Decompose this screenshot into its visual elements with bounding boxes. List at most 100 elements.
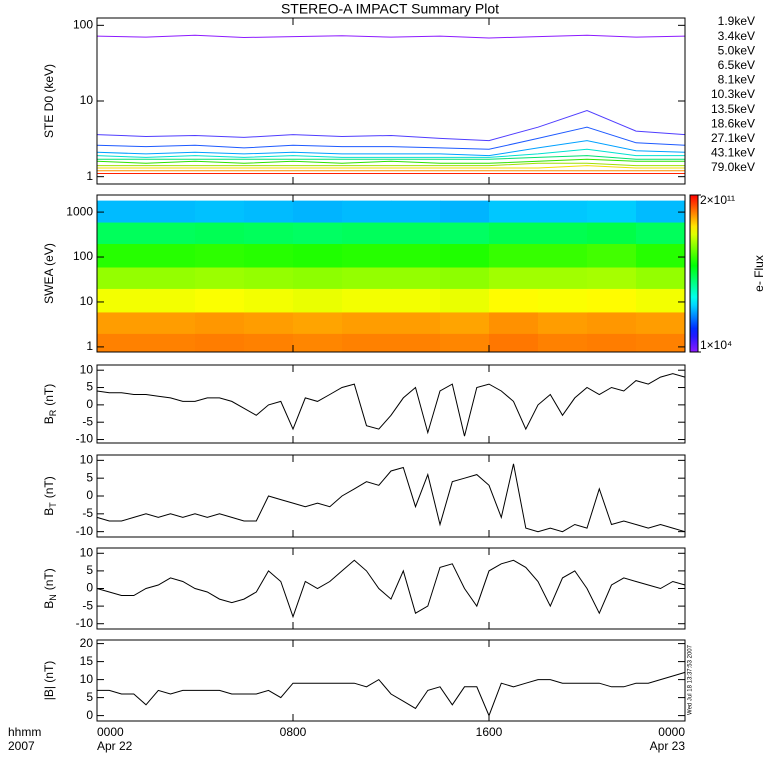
heat-cell <box>146 200 196 223</box>
heat-cell <box>587 266 637 289</box>
x-tick-label: 1600 <box>476 725 503 739</box>
heat-cell <box>293 200 343 223</box>
heat-cell <box>342 222 392 244</box>
heat-cell <box>342 311 392 334</box>
heat-cell <box>342 333 392 353</box>
heat-cell <box>587 243 637 268</box>
data-line <box>96 148 685 158</box>
heat-cell <box>489 288 539 313</box>
heat-cell <box>146 288 196 313</box>
heat-cell <box>587 333 637 353</box>
heat-cell <box>244 333 294 353</box>
data-line <box>97 162 685 167</box>
y-tick-label: 5 <box>86 690 93 704</box>
y-tick-label: -10 <box>76 432 94 446</box>
colorbar <box>689 194 699 353</box>
y-label-unit: (nT) <box>42 476 56 498</box>
legend-entry: 13.5keV <box>711 102 755 116</box>
y-tick-label: 0 <box>86 397 93 411</box>
y-axis-label: BN (nT) <box>42 568 58 609</box>
heat-cell <box>489 243 539 268</box>
heat-cell <box>195 266 245 289</box>
heat-cell <box>636 311 686 334</box>
y-label-sub: N <box>48 594 58 601</box>
y-tick-label: -10 <box>76 524 94 538</box>
heat-cell <box>195 288 245 313</box>
x-date-label: Apr 22 <box>97 739 133 753</box>
heat-cell <box>244 222 294 244</box>
heat-cell <box>538 266 588 289</box>
heat-cell <box>293 243 343 268</box>
data-line <box>96 109 686 142</box>
heat-cell <box>97 288 147 313</box>
panel-frame <box>96 194 686 353</box>
data-line <box>96 463 686 533</box>
data-line <box>97 671 686 717</box>
y-tick-label: 15 <box>80 654 94 668</box>
heat-cell <box>391 311 441 334</box>
heat-cell <box>587 200 637 223</box>
legend-entry: 8.1keV <box>718 73 755 87</box>
heat-cell <box>97 311 147 334</box>
legend-entry: 10.3keV <box>711 87 755 101</box>
heat-cell <box>489 311 539 334</box>
y-label-base: B <box>42 508 56 516</box>
y-tick-label: 20 <box>80 636 94 650</box>
y-label-base: B <box>42 601 56 609</box>
heat-cell <box>244 311 294 334</box>
heat-cell <box>440 222 490 244</box>
y-tick-label: 0 <box>86 708 93 722</box>
heat-cell <box>391 266 441 289</box>
legend-entry: 3.4keV <box>718 29 755 43</box>
y-label-unit: (nT) <box>42 384 56 406</box>
heat-cell <box>342 243 392 268</box>
heat-cell <box>293 311 343 334</box>
heat-cell <box>293 222 343 244</box>
heat-cell <box>587 311 637 334</box>
y-tick-label: -5 <box>82 598 93 612</box>
heat-cell <box>440 288 490 313</box>
y-label-sub: T <box>48 502 58 508</box>
data-line <box>96 126 686 150</box>
data-line <box>96 34 686 39</box>
heat-cell <box>636 288 686 313</box>
heat-cell <box>440 243 490 268</box>
heat-cell <box>146 222 196 244</box>
y-tick-label: 0 <box>86 488 93 502</box>
heat-cell <box>293 266 343 289</box>
heat-cell <box>146 333 196 353</box>
heat-cell <box>146 243 196 268</box>
heat-cell <box>146 266 196 289</box>
y-tick-label: 1 <box>86 169 93 183</box>
panel-frame <box>96 364 686 444</box>
heat-cell <box>97 222 147 244</box>
heat-cell <box>636 266 686 289</box>
y-tick-label: 100 <box>73 18 93 32</box>
x-tick-label: 0800 <box>280 725 307 739</box>
legend-entry: 1.9keV <box>718 14 755 28</box>
x-tick-label: 0000 <box>97 725 124 739</box>
heat-cell <box>440 266 490 289</box>
plot-title: STEREO-A IMPACT Summary Plot <box>281 1 499 17</box>
heat-cell <box>342 266 392 289</box>
heat-cell <box>293 288 343 313</box>
heat-cell <box>538 222 588 244</box>
y-tick-label: 5 <box>86 563 93 577</box>
y-tick-label: 10 <box>80 453 94 467</box>
legend-entry: 6.5keV <box>718 58 755 72</box>
heat-cell <box>195 311 245 334</box>
legend-entry: 27.1keV <box>711 131 755 145</box>
heat-cell <box>146 311 196 334</box>
heat-cell <box>244 243 294 268</box>
heat-cell <box>489 266 539 289</box>
y-axis-label: |B| (nT) <box>42 661 56 701</box>
y-tick-label: -5 <box>82 414 93 428</box>
heat-cell <box>538 311 588 334</box>
heat-cell <box>391 333 441 353</box>
data-line <box>97 155 685 160</box>
data-line <box>96 373 686 437</box>
heat-cell <box>244 266 294 289</box>
y-tick-label: 10 <box>80 672 94 686</box>
heat-cell <box>391 288 441 313</box>
heat-cell <box>587 222 637 244</box>
